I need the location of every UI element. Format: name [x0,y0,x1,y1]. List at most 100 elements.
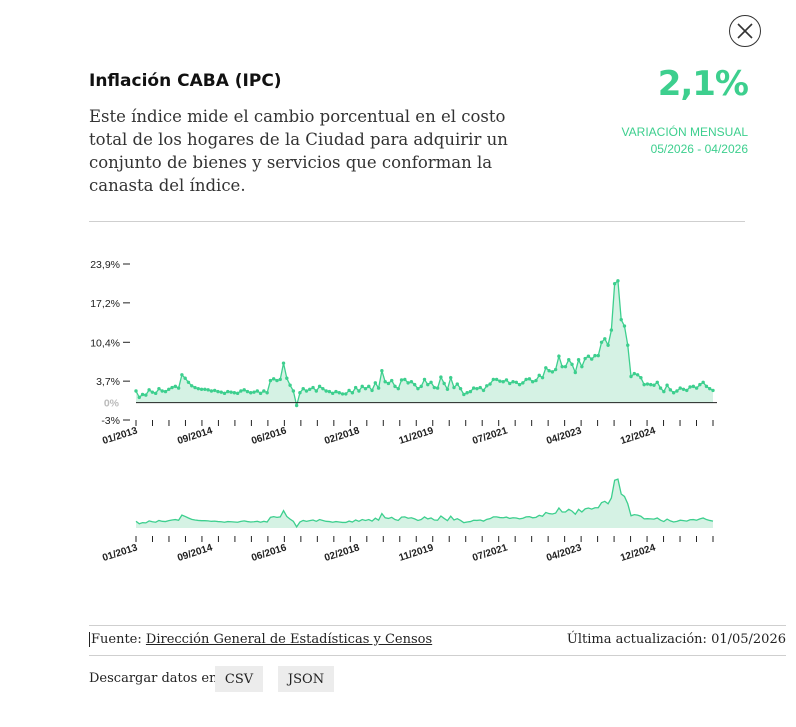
brush-tick-label: 01/2013 [101,542,139,564]
data-point [252,390,256,394]
data-point [485,384,489,388]
data-point [281,361,286,365]
x-tick-label: 02/2018 [323,425,361,447]
monthly-variation-period: 05/2026 - 04/2026 [650,142,748,156]
main-area [136,280,713,406]
data-point [432,385,437,390]
data-point [150,390,155,394]
data-point [426,382,430,387]
data-point [409,380,414,384]
data-point [357,389,361,393]
brush-tick-label: 11/2019 [398,542,436,564]
data-point [478,385,482,390]
data-point [134,389,138,393]
data-point [501,380,505,384]
data-point [504,378,509,382]
data-point [350,391,355,395]
data-point [517,382,522,387]
data-point [265,391,269,395]
brush-tick-label: 07/2021 [471,542,509,564]
source-link[interactable]: Dirección General de Estadísticas y Cens… [145,632,433,647]
data-point [331,391,335,396]
last-updated: Última actualización: 01/05/2026 [566,632,786,647]
data-point [262,389,266,393]
data-point [475,386,479,391]
data-point [708,386,712,391]
data-point [596,353,600,358]
brush-area [136,479,713,528]
data-point [403,377,407,382]
download-json-button[interactable]: JSON [278,666,334,692]
footer-divider [89,625,786,626]
close-button[interactable] [729,15,761,47]
data-point [606,343,610,347]
brush-series-line [135,478,714,529]
data-point [242,388,246,392]
data-point [671,391,676,395]
y-tick-label: 17,2% [90,298,120,310]
data-point [386,381,391,386]
data-point [540,375,545,380]
download-csv-button[interactable]: CSV [215,666,263,692]
data-point [298,391,302,395]
x-tick-label: 06/2016 [250,425,288,447]
data-point [190,384,194,388]
data-point [514,380,518,385]
data-point [468,389,473,394]
data-point [655,380,659,385]
data-point [173,384,178,389]
data-point [337,391,341,395]
data-point [508,381,512,386]
data-point [180,373,184,377]
data-point [688,385,692,389]
data-point [445,387,450,391]
data-point [658,386,663,390]
data-point [321,386,325,391]
data-point [567,357,571,362]
data-point [344,392,348,396]
data-point [452,385,456,390]
inflation-chart: 23,9%17,2%10,4%3,7%0%-3%01/2013 09/2014 06… [90,259,717,564]
data-point [652,383,656,387]
data-point [557,354,561,358]
data-point [419,384,423,389]
data-point [153,391,158,396]
monthly-variation-label: VARIACIÓN MENSUAL [621,125,748,139]
data-point [212,388,217,393]
data-point [645,382,650,386]
data-point [521,381,525,385]
data-point [383,380,387,384]
data-point [347,388,351,393]
data-point [576,357,581,362]
y-tick-label: -3% [101,415,120,427]
data-point [206,388,210,392]
data-point [678,386,682,390]
data-point [183,376,187,380]
data-point [308,387,312,391]
data-point [455,382,459,386]
data-point [196,386,200,391]
data-point [573,370,578,375]
data-point [665,383,669,387]
data-point [380,369,384,373]
data-point [527,377,532,381]
data-point [314,389,319,393]
data-point [167,387,171,391]
data-point [137,395,141,400]
data-point [711,388,715,393]
data-point [629,374,633,379]
indicator-description: Este índice mide el cambio porcentual en… [89,107,508,195]
data-point [275,378,279,383]
data-point [340,392,345,396]
brush-tick-label: 02/2018 [323,542,361,564]
data-point [226,389,230,394]
data-point [704,384,709,389]
data-point [147,388,151,392]
x-tick-label: 04/2023 [545,425,583,447]
data-point [435,386,440,390]
data-point [268,378,273,383]
data-point [390,378,394,383]
data-point [465,391,469,395]
x-tick-label: 07/2021 [471,425,509,447]
data-point [232,391,237,395]
